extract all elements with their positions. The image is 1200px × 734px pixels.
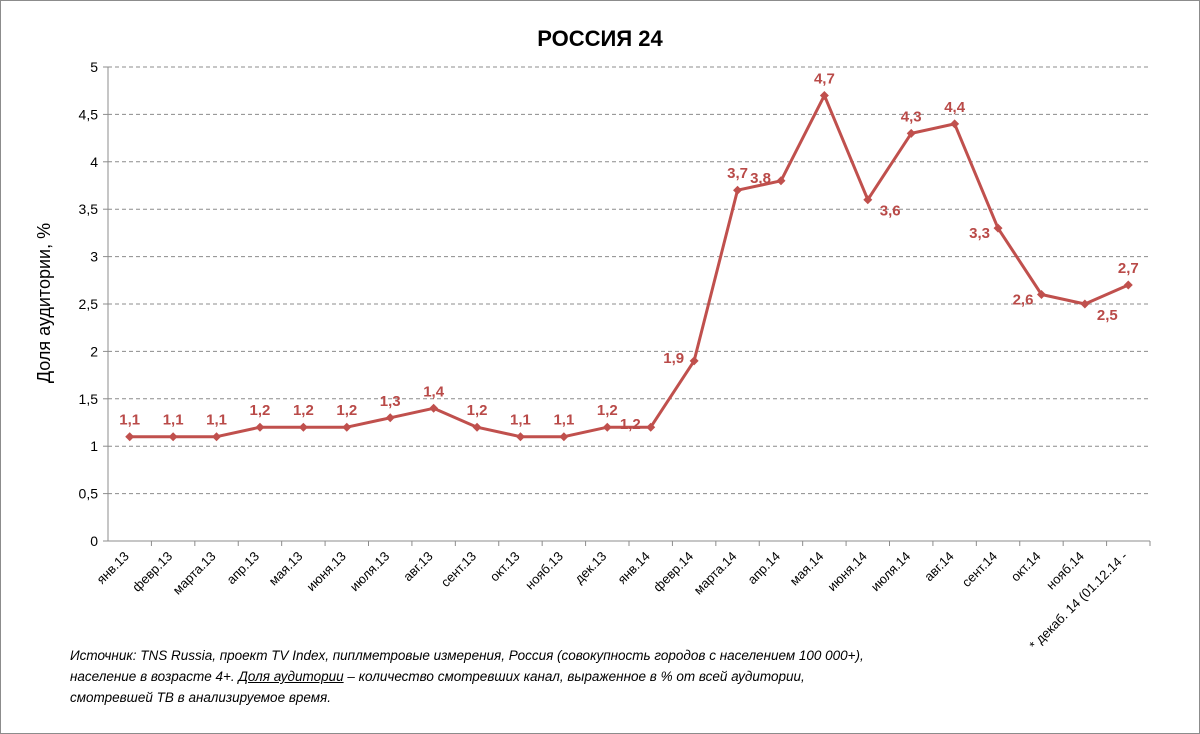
gridlines bbox=[108, 66, 1150, 495]
x-tick-label: сент.14 bbox=[959, 549, 1000, 590]
data-point bbox=[993, 223, 1003, 233]
data-label: 1,3 bbox=[380, 393, 401, 410]
x-tick-label: марта.13 bbox=[170, 549, 219, 598]
data-point bbox=[168, 432, 178, 442]
data-label: 3,7 bbox=[727, 165, 748, 182]
data-label: 1,1 bbox=[206, 412, 227, 429]
x-tick-label: июня.13 bbox=[303, 549, 348, 594]
series-line bbox=[129, 93, 1129, 439]
data-point bbox=[212, 432, 222, 442]
data-point bbox=[342, 422, 352, 432]
data-label: 1,2 bbox=[620, 416, 641, 433]
source-footnote: Источник: TNS Russia, проект TV Index, п… bbox=[70, 645, 870, 708]
y-tick-labels: 0 0,5 1 1,5 2 2,5 3 3,5 4 4,5 5 bbox=[79, 59, 99, 549]
y-tick-label: 3,5 bbox=[79, 201, 99, 217]
y-tick-label: 0 bbox=[90, 533, 98, 549]
data-label: 1,4 bbox=[423, 383, 445, 400]
y-tick-label: 2,5 bbox=[79, 296, 99, 312]
x-tick-label: мая.13 bbox=[266, 549, 306, 589]
data-label: 3,8 bbox=[750, 170, 771, 187]
data-point bbox=[776, 176, 786, 186]
data-label: 2,5 bbox=[1097, 307, 1118, 324]
x-tick-label: апр.14 bbox=[744, 549, 783, 588]
data-label: 1,1 bbox=[119, 412, 140, 429]
data-label: 2,7 bbox=[1118, 260, 1139, 277]
data-label: 4,4 bbox=[944, 99, 966, 116]
footnote-definition: – количество смотревших канал, выраженно… bbox=[70, 669, 805, 705]
data-label: 3,6 bbox=[880, 203, 901, 220]
data-label: 3,3 bbox=[969, 225, 990, 242]
data-point bbox=[863, 195, 873, 205]
y-tick-label: 1,5 bbox=[79, 391, 99, 407]
footnote-source-text: Источник: TNS Russia, проект TV Index, п… bbox=[70, 648, 864, 684]
data-point bbox=[950, 119, 960, 129]
data-point bbox=[646, 422, 656, 432]
x-tick-label: янв.13 bbox=[94, 549, 132, 587]
y-tick-label: 5 bbox=[90, 59, 98, 75]
data-point bbox=[1036, 290, 1046, 300]
series-polyline bbox=[129, 93, 1129, 439]
x-tick-label: июня.14 bbox=[824, 549, 869, 594]
x-tick-label: июля.13 bbox=[347, 549, 393, 595]
x-tick-label: янв.14 bbox=[615, 549, 653, 587]
chart-title: РОССИЯ 24 bbox=[537, 26, 663, 51]
data-point bbox=[906, 128, 916, 138]
data-point bbox=[733, 185, 743, 195]
y-tick-label: 4 bbox=[90, 154, 98, 170]
y-tick-label: 1 bbox=[90, 438, 98, 454]
data-label: 1,2 bbox=[597, 402, 618, 419]
data-point bbox=[515, 432, 525, 442]
x-tick-label: нояб.13 bbox=[522, 549, 566, 593]
data-label: 4,3 bbox=[901, 108, 922, 125]
data-labels: 1,1 1,1 1,11,2 1,2 1,21,31,41,21,1 1,11,21,21… bbox=[119, 70, 1138, 433]
x-tick-label: апр.13 bbox=[223, 549, 262, 588]
data-point bbox=[255, 422, 265, 432]
data-point bbox=[1123, 280, 1133, 290]
data-label: 2,6 bbox=[1013, 292, 1034, 309]
data-point bbox=[429, 403, 439, 413]
y-tick-label: 3 bbox=[90, 249, 98, 265]
data-label: 1,1 bbox=[510, 412, 531, 429]
x-tick-label: мая.14 bbox=[787, 549, 827, 589]
data-label: 1,2 bbox=[293, 402, 314, 419]
data-label: 1,1 bbox=[163, 412, 184, 429]
footnote-term: Доля аудитории bbox=[238, 669, 344, 684]
data-point bbox=[689, 356, 699, 366]
y-axis-label: Доля аудитории, % bbox=[34, 223, 54, 383]
data-label: 1,2 bbox=[336, 402, 357, 419]
data-point bbox=[298, 422, 308, 432]
data-point bbox=[125, 432, 135, 442]
x-tick-label: февр.14 bbox=[650, 549, 696, 595]
x-tick-label: марта.14 bbox=[691, 549, 740, 598]
data-point bbox=[1080, 299, 1090, 309]
data-point bbox=[602, 422, 612, 432]
axes bbox=[103, 66, 1151, 546]
x-tick-label: окт.14 bbox=[1008, 549, 1044, 585]
data-point bbox=[385, 413, 395, 423]
data-point bbox=[819, 90, 829, 100]
data-label: 1,2 bbox=[467, 402, 488, 419]
data-label: 1,9 bbox=[663, 350, 684, 367]
data-point bbox=[559, 432, 569, 442]
y-tick-label: 4,5 bbox=[79, 106, 99, 122]
x-tick-label: дек.13 bbox=[572, 549, 610, 587]
x-tick-label: июля.14 bbox=[868, 549, 914, 595]
x-tick-label: окт.13 bbox=[487, 549, 523, 585]
data-markers bbox=[125, 90, 1133, 442]
x-tick-label: авг.14 bbox=[921, 549, 957, 585]
data-point bbox=[472, 422, 482, 432]
x-tick-label: сент.13 bbox=[438, 549, 479, 590]
x-tick-label: февр.13 bbox=[129, 549, 175, 595]
y-tick-label: 2 bbox=[90, 343, 98, 359]
data-label: 1,1 bbox=[553, 412, 574, 429]
x-tick-label: нояб.14 bbox=[1043, 549, 1087, 593]
data-label: 4,7 bbox=[814, 70, 835, 87]
y-tick-label: 0,5 bbox=[79, 486, 99, 502]
x-tick-label: авг.13 bbox=[400, 549, 436, 585]
data-label: 1,2 bbox=[250, 402, 271, 419]
